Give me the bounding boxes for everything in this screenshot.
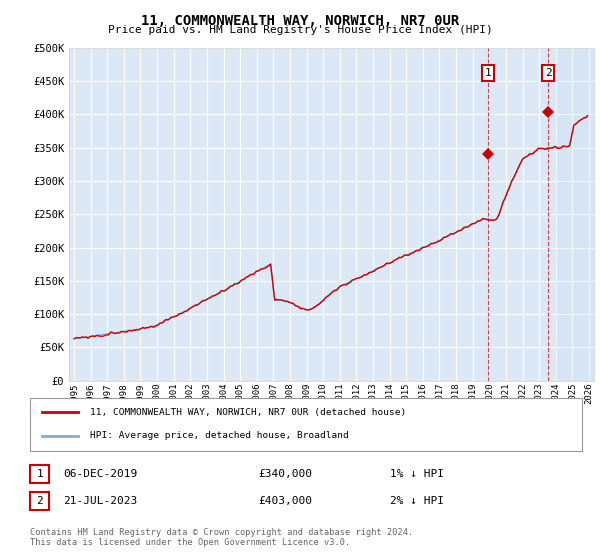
- Text: 06-DEC-2019: 06-DEC-2019: [63, 469, 137, 479]
- Text: 11, COMMONWEALTH WAY, NORWICH, NR7 0UR: 11, COMMONWEALTH WAY, NORWICH, NR7 0UR: [141, 14, 459, 28]
- Bar: [556, 48, 598, 381]
- Text: 1% ↓ HPI: 1% ↓ HPI: [390, 469, 444, 479]
- Text: 2: 2: [36, 496, 43, 506]
- Text: 21-JUL-2023: 21-JUL-2023: [63, 496, 137, 506]
- Text: Price paid vs. HM Land Registry's House Price Index (HPI): Price paid vs. HM Land Registry's House …: [107, 25, 493, 35]
- Text: £340,000: £340,000: [258, 469, 312, 479]
- Text: 11, COMMONWEALTH WAY, NORWICH, NR7 0UR (detached house): 11, COMMONWEALTH WAY, NORWICH, NR7 0UR (…: [90, 408, 406, 417]
- Text: 1: 1: [36, 469, 43, 479]
- Bar: [556, 48, 598, 381]
- Text: 1: 1: [485, 68, 491, 78]
- Text: HPI: Average price, detached house, Broadland: HPI: Average price, detached house, Broa…: [90, 431, 349, 440]
- Text: 2: 2: [545, 68, 551, 78]
- Text: 2% ↓ HPI: 2% ↓ HPI: [390, 496, 444, 506]
- Text: £403,000: £403,000: [258, 496, 312, 506]
- Text: Contains HM Land Registry data © Crown copyright and database right 2024.
This d: Contains HM Land Registry data © Crown c…: [30, 528, 413, 547]
